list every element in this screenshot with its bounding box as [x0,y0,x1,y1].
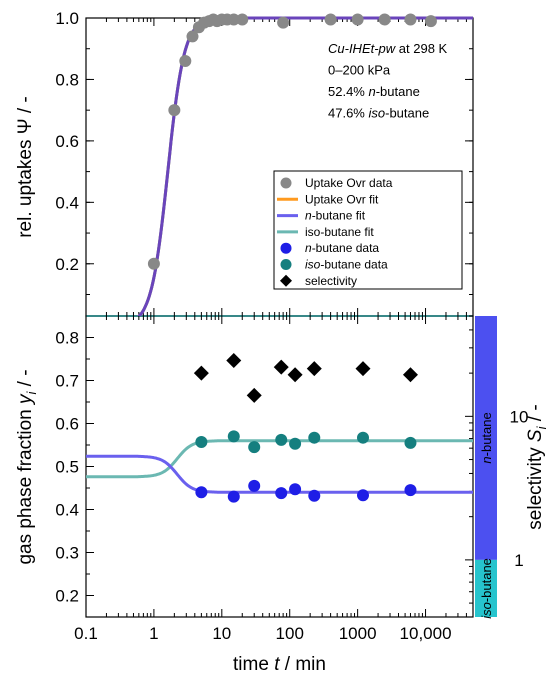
x-tick-label: 0.1 [74,624,98,643]
top-y-tick-label: 1.0 [55,9,79,28]
legend-marker [280,242,292,254]
legend-label: selectivity [305,274,357,288]
legend-label: iso-butane fit [305,225,374,239]
x-tick-label: 1000 [339,624,377,643]
selectivity-axis-label: selectivity Si / - [525,404,549,529]
iso-butane-data-point [404,436,417,449]
x-axis-label: time t / min [233,654,326,675]
legend-label: n-butane data [305,241,379,255]
bottom-y-tick-label: 0.3 [55,544,79,563]
legend-label: iso-butane data [305,258,388,272]
x-tick-label: 100 [276,624,304,643]
legend-marker [280,177,292,189]
uptake-ovr-data-point [277,16,290,29]
iso-butane-data-point [308,431,321,444]
bottom-y-tick-label: 0.4 [55,501,79,520]
bottom-curves [86,439,473,494]
selectivity-point [355,361,371,377]
n-butane-data-point [308,489,321,502]
n-butane-data-point [289,483,302,496]
x-tick-label: 10,000 [400,624,452,643]
bottom-y-tick-label: 0.7 [55,372,79,391]
iso-butane-data-point [289,437,302,450]
uptake-ovr-data-point [404,13,417,26]
iso-butane-data-point [195,435,208,448]
bottom-y-tick-label: 0.6 [55,415,79,434]
annotation-line: 47.6% iso-butane [328,106,429,121]
y2-tick-label: 10 [510,407,529,426]
selectivity-point [193,365,209,381]
n-butane-data-point [357,489,370,502]
top-y-tick-label: 0.6 [55,132,79,151]
annotation-line: 0–200 kPa [328,63,391,78]
legend-box [273,170,463,290]
x-tick-label: 10 [212,624,231,643]
legend-label: Uptake Ovr data [305,176,393,190]
bottom-y-axis-label: gas phase fraction yi / - [15,369,39,564]
selectivity-point [402,367,418,383]
iso-butane-data-point [275,433,288,446]
selectivity-point [287,367,303,383]
bottom-y-tick-label: 0.5 [55,458,79,477]
x-tick-label: 1 [149,624,158,643]
top-y-tick-label: 0.4 [55,193,79,212]
iso-butane-data-point [357,431,370,444]
annotation-line: Cu-IHEt-pw at 298 K [328,41,448,56]
n-butane-data-point [248,479,261,492]
uptake-ovr-data-point [236,13,249,26]
legend-marker [280,274,292,287]
uptake-ovr-data-point [424,15,437,28]
selectivity-band-n-butane [475,316,497,560]
legend-label: n-butane fit [305,209,366,223]
uptake-ovr-data-point [378,13,391,26]
n-butane-data-point [195,486,208,499]
uptake-ovr-data-point [324,13,337,26]
top-y-tick-label: 0.8 [55,70,79,89]
selectivity-point [306,361,322,377]
selectivity-band-label: n-butane [479,412,494,463]
bottom-y-tick-label: 0.2 [55,587,79,606]
uptake-ovr-data-point [227,13,240,26]
annotation-line: 52.4% n-butane [328,84,420,99]
bottom-plot-frame [85,315,474,618]
y2-tick-label: 1 [514,551,523,570]
uptake-ovr-data-point [186,30,199,43]
iso-butane-data-point [248,441,261,454]
uptake-ovr-data-point [351,13,364,26]
n-butane-data-point [275,487,288,500]
iso-butane-data-point [227,430,240,443]
legend: Uptake Ovr data Uptake Ovr fit n-butane fi… [273,170,463,290]
top-y-axis-label: rel. uptakes Ψ / - [15,96,36,238]
selectivity-band-iso-butane [475,559,497,617]
uptake-ovr-data-point [179,55,192,68]
uptake-ovr-data-point [147,257,160,270]
legend-marker [280,259,292,270]
top-y-tick-label: 0.2 [55,255,79,274]
selectivity-point [273,359,289,375]
n-butane-data-point [404,484,417,497]
uptake-ovr-data-point [168,104,181,117]
x-ticks [85,18,474,617]
selectivity-band-label: iso-butane [479,558,494,619]
legend-label: Uptake Ovr fit [305,192,379,206]
selectivity-point [226,352,242,368]
bottom-y-tick-label: 0.8 [55,329,79,348]
selectivity-point [246,387,262,403]
n-butane-data-point [227,490,240,503]
